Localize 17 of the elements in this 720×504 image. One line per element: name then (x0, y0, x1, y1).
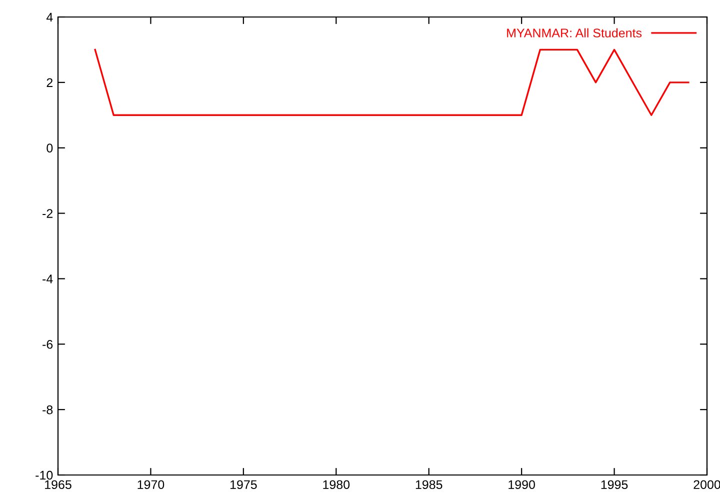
x-tick-label: 1990 (508, 480, 535, 490)
x-tick-label: 1985 (416, 480, 442, 490)
x-tick-label: 1980 (323, 480, 350, 490)
y-tick-label: -4 (42, 274, 53, 284)
y-tick-label: -8 (42, 405, 53, 414)
y-tick-label: 0 (46, 144, 53, 153)
y-tick-label: 4 (46, 12, 53, 22)
y-tick-label: 2 (46, 78, 53, 87)
x-tick-label: 2000 (694, 480, 720, 490)
y-tick-label: -2 (42, 209, 53, 218)
x-tick-label: 1965 (45, 480, 72, 490)
y-tick-label: -10 (36, 470, 53, 480)
x-tick-label: 1995 (601, 480, 628, 490)
x-tick-label: 1975 (230, 480, 257, 490)
legend-label: MYANMAR: All Students (507, 28, 642, 38)
y-tick-label: -6 (42, 340, 53, 349)
x-tick-label: 1970 (138, 480, 164, 490)
